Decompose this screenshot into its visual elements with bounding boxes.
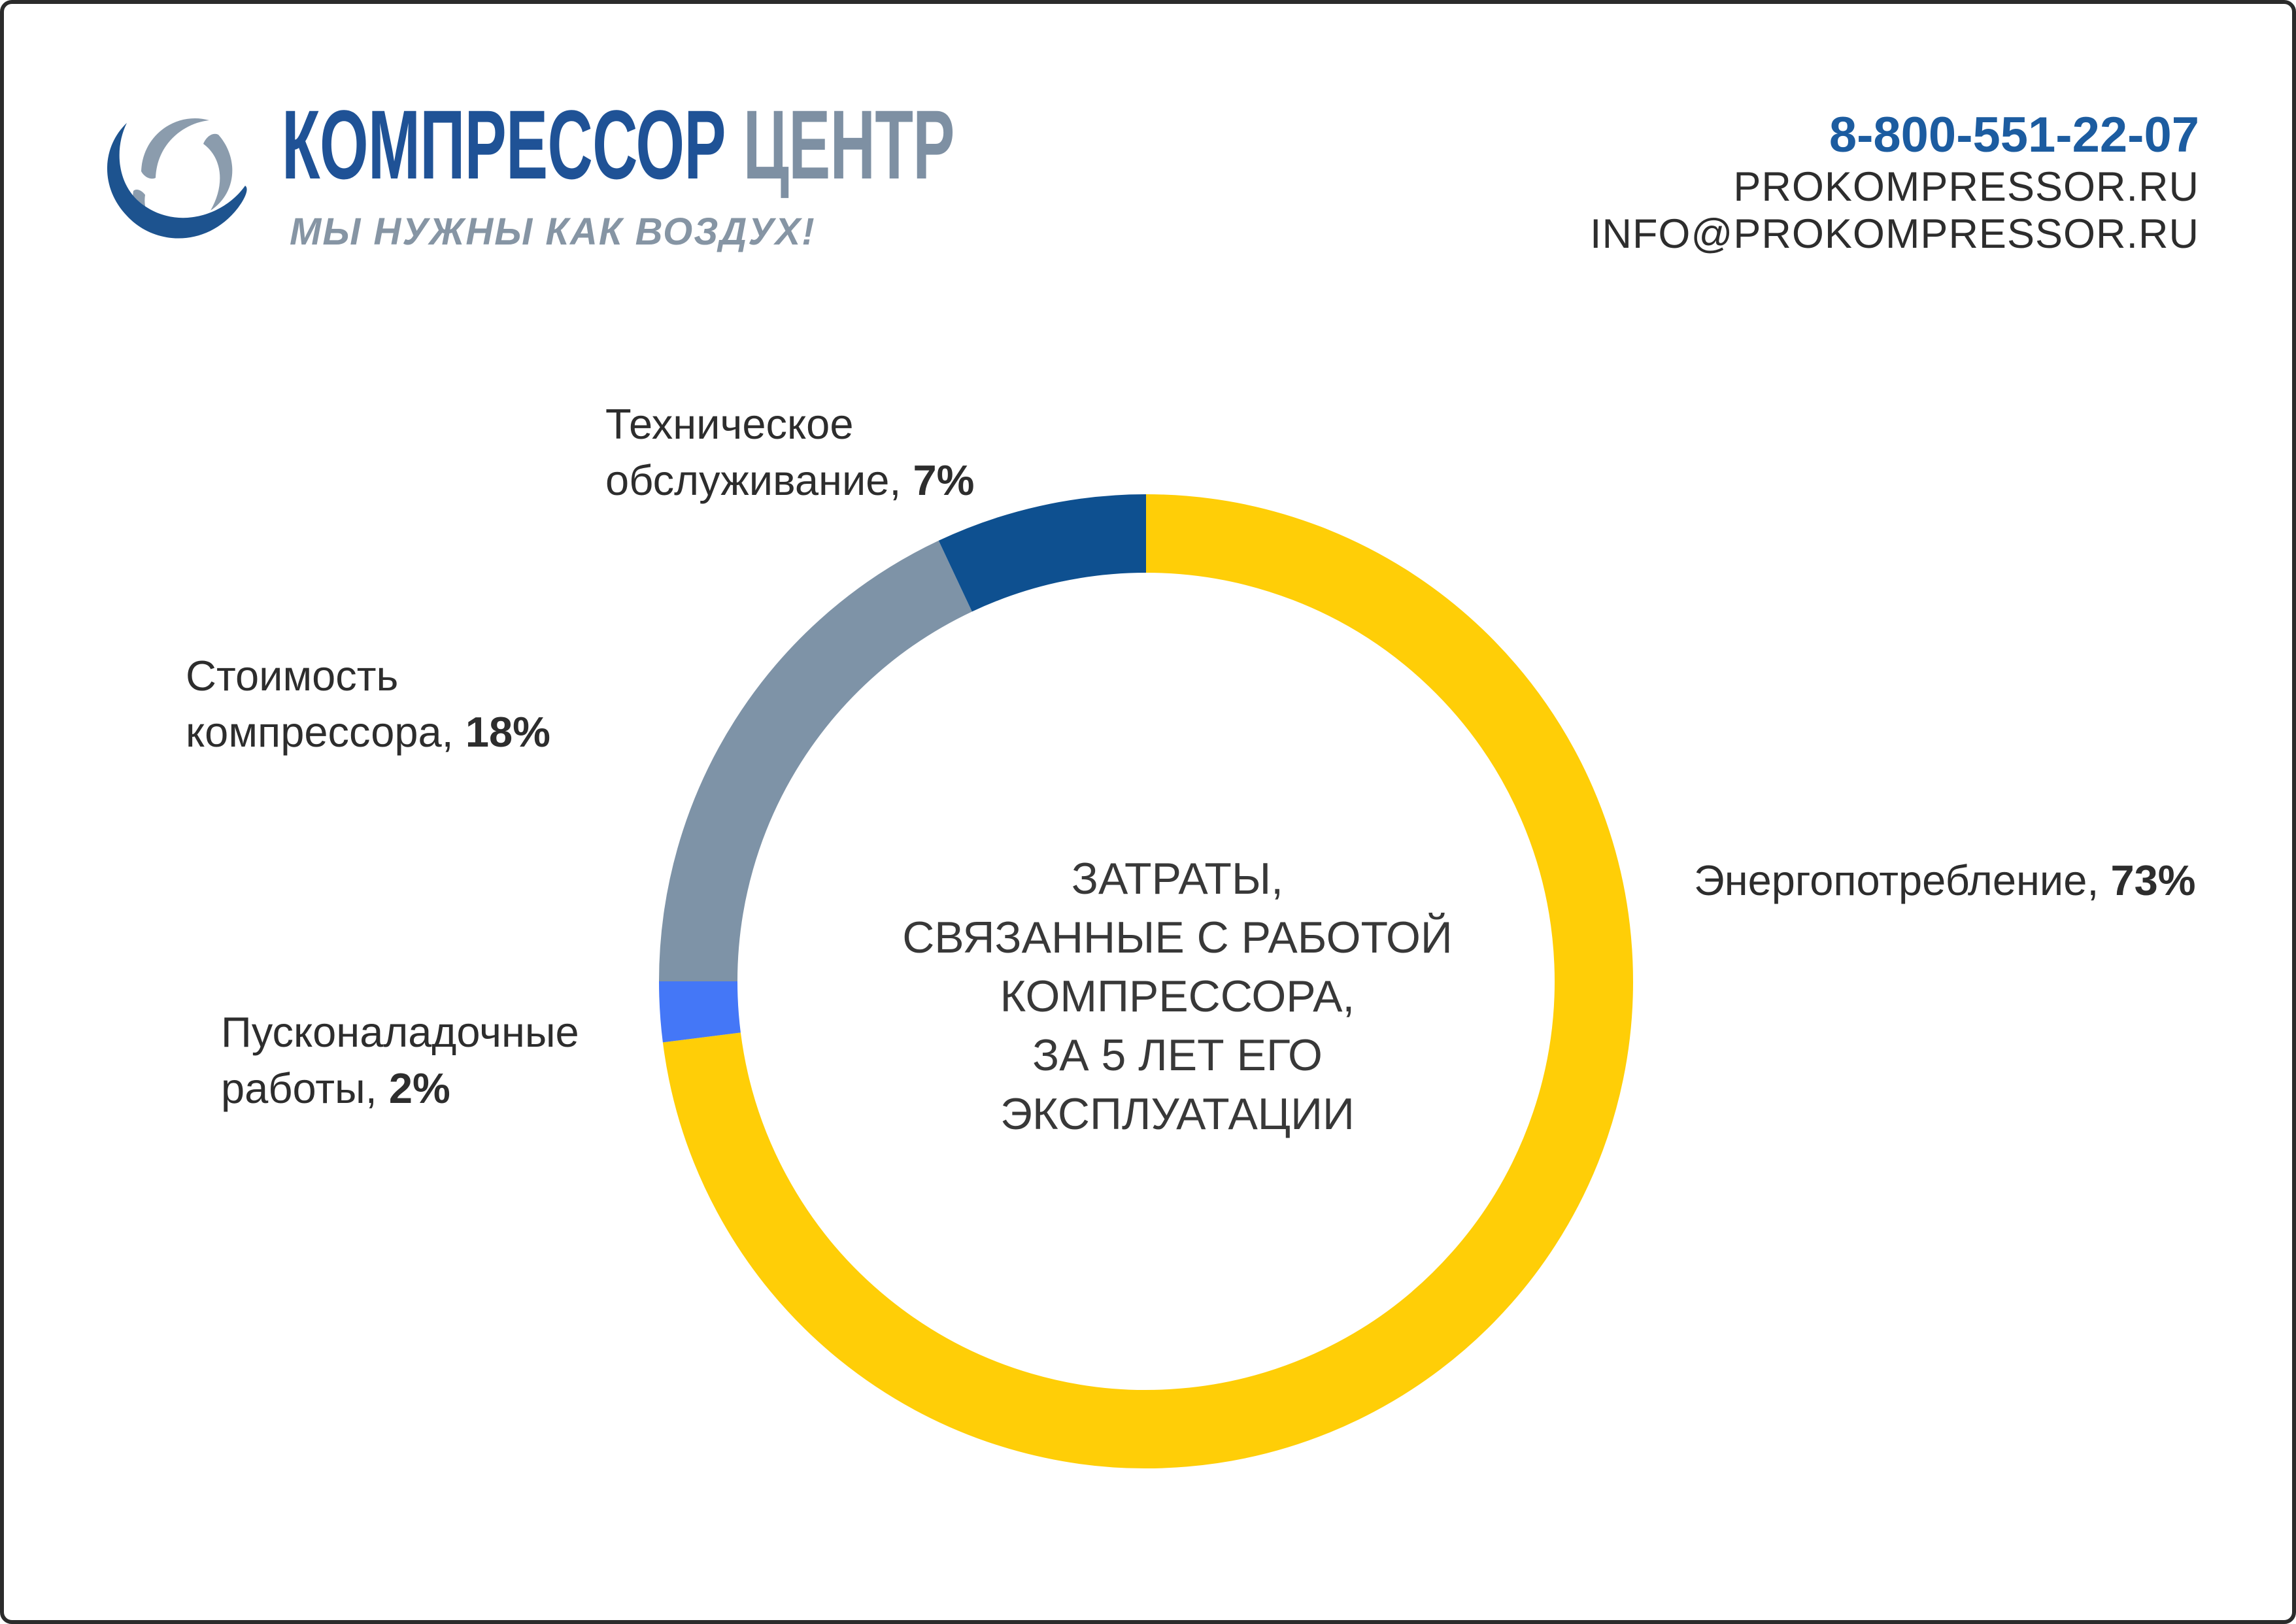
logo-title-secondary: ЦЕНТР [743, 90, 955, 199]
callout-maintenance: Техническое обслуживание, 7% [605, 396, 974, 509]
contact-email: INFO@PROKOMPRESSOR.RU [1589, 211, 2199, 257]
logo-swirl-icon [107, 118, 247, 239]
swirl-blue-swoosh [107, 123, 247, 239]
donut-segment-Энергопотребление [662, 494, 1633, 1468]
swirl-gray-blade-right [203, 133, 233, 211]
callout-text: компрессора, [186, 708, 465, 756]
contact-block: 8-800-551-22-07 PROKOMPRESSOR.RU INFO@PR… [1590, 107, 2199, 258]
donut-segment-Стоимость компрессора [659, 540, 973, 982]
center-line: ЗАТРАТЫ, [1071, 854, 1284, 904]
center-line: СВЯЗАННЫЕ С РАБОТОЙ [902, 913, 1453, 962]
callout-text: работы, [221, 1064, 389, 1112]
callout-text: Энергопотребление, [1694, 856, 2111, 904]
contact-website: PROKOMPRESSOR.RU [1733, 164, 2199, 210]
callout-text: обслуживание, [605, 456, 913, 504]
donut-segment-Техническое обслуживание [938, 494, 1147, 612]
center-line: КОМПРЕССОРА, [1000, 972, 1355, 1021]
callout-text: Стоимость [186, 652, 399, 700]
logo-wordmark: КОМПРЕССОР ЦЕНТР [282, 95, 954, 194]
donut-center-title: ЗАТРАТЫ, СВЯЗАННЫЕ С РАБОТОЙ КОМПРЕССОРА… [785, 849, 1570, 1143]
center-line: ЗА 5 ЛЕТ ЕГО [1032, 1030, 1323, 1080]
swirl-gray-blade-bottom [133, 190, 169, 235]
logo-tagline: МЫ НУЖНЫ КАК ВОЗДУХ! [290, 211, 816, 253]
callout-compressor-cost: Стоимость компрессора, 18% [186, 648, 550, 760]
donut-segment-Пусконаладочные работы [658, 981, 741, 1043]
callout-text: Пусконаладочные [221, 1008, 579, 1056]
callout-pct: 2% [388, 1064, 450, 1112]
callout-pct: 7% [913, 456, 975, 504]
contact-phone: 8-800-551-22-07 [1829, 107, 2199, 163]
donut-chart [658, 494, 1633, 1468]
callout-text: Техническое [605, 400, 854, 448]
logo-title-primary: КОМПРЕССОР [282, 90, 726, 199]
callout-energy: Энергопотребление, 73% [1694, 853, 2196, 909]
callout-commissioning: Пусконаладочные работы, 2% [221, 1004, 579, 1117]
swirl-gray-blade-top [141, 118, 209, 179]
center-line: ЭКСПЛУАТАЦИИ [1000, 1089, 1355, 1139]
callout-pct: 18% [465, 708, 550, 756]
callout-pct: 73% [2110, 856, 2196, 904]
